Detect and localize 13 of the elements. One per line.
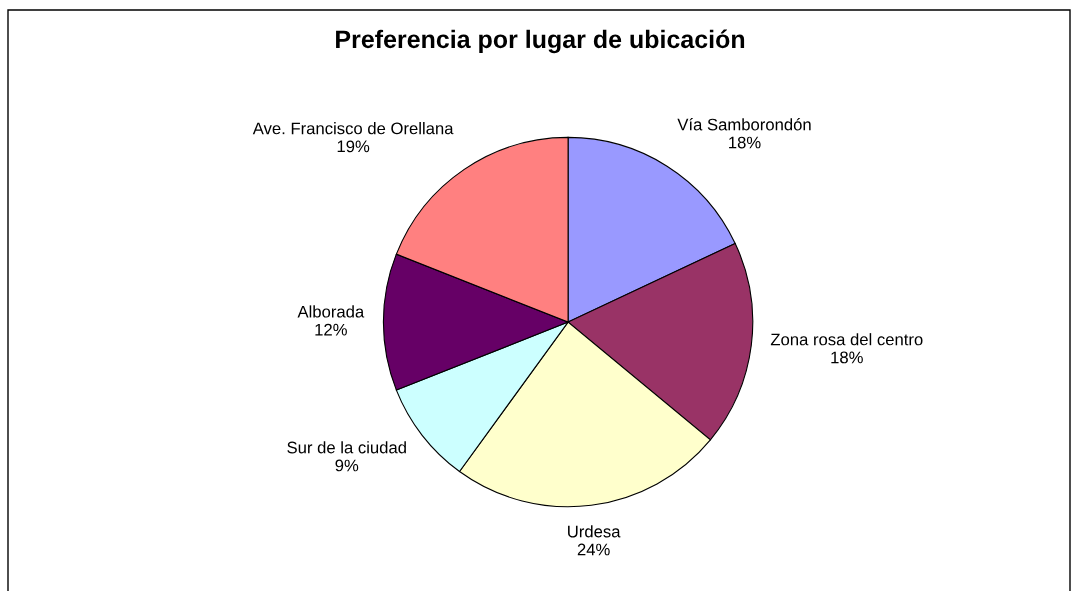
data-label: 9% xyxy=(335,459,359,472)
slice-label: Vía Samborondón xyxy=(677,118,811,131)
data-label: 12% xyxy=(315,323,347,336)
slice-label: Urdesa xyxy=(568,525,621,538)
slice-label: Alborada xyxy=(297,305,365,318)
data-label: 18% xyxy=(729,136,761,149)
data-label: 24% xyxy=(577,543,610,556)
slice-label: Ave. Francisco de Orellana xyxy=(252,122,454,135)
data-label: 19% xyxy=(337,140,370,153)
chart-title: Preferencia por lugar de ubicación xyxy=(336,29,745,54)
data-label: 18% xyxy=(831,351,863,364)
slice-label: Sur de la ciudad xyxy=(287,441,406,454)
slice-label: Zona rosa del centro xyxy=(770,333,923,346)
